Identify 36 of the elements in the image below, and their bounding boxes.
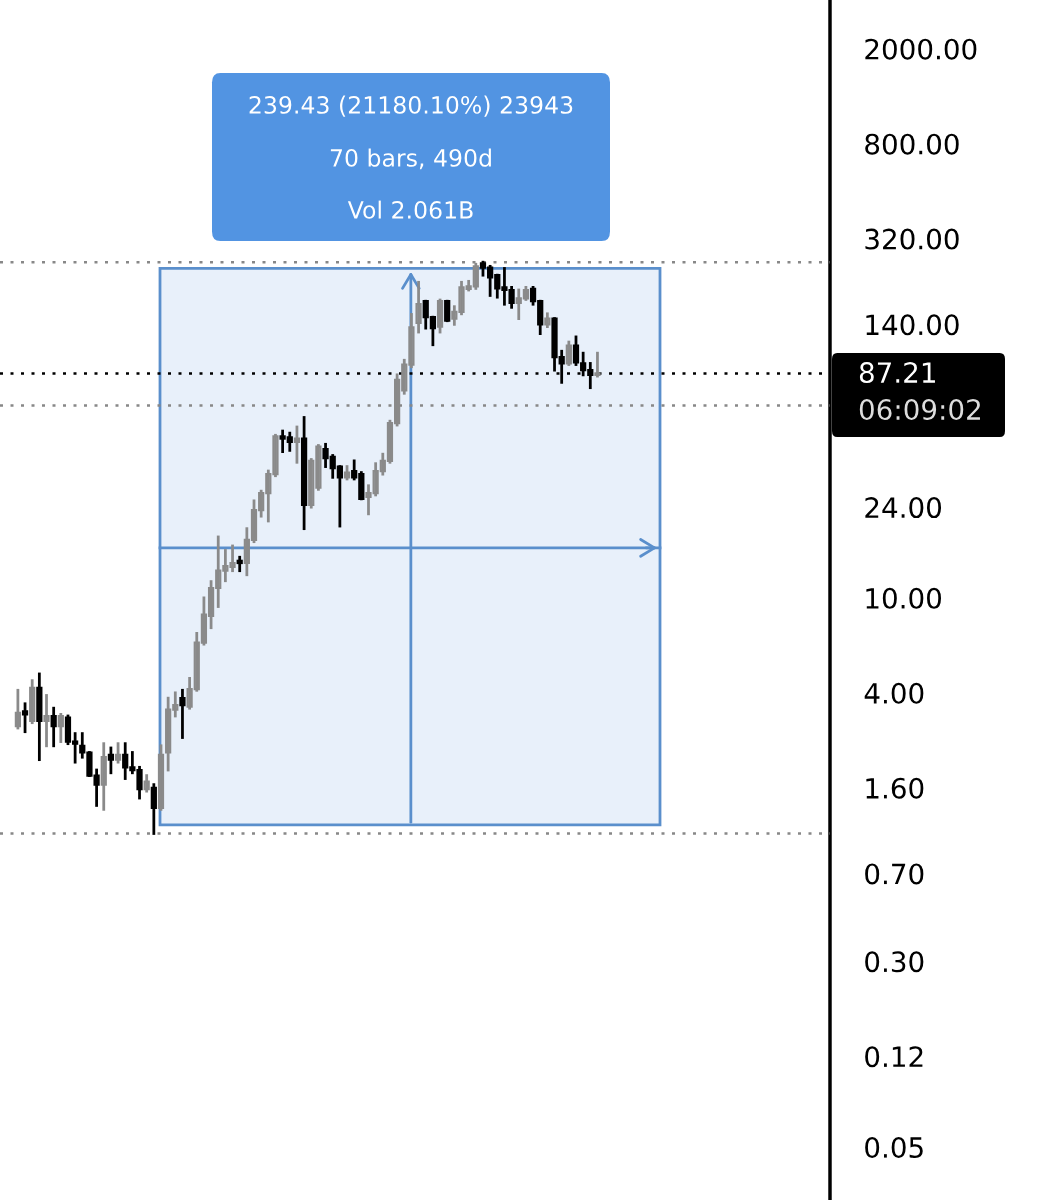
candlestick: [21, 702, 29, 734]
y-tick-label: 0.05: [865, 1136, 923, 1158]
candlestick: [594, 351, 601, 378]
candlestick: [444, 299, 451, 323]
y-tick-label: 0.70: [865, 863, 924, 885]
candlestick: [14, 688, 21, 730]
annotation: Vol 2.061B: [347, 200, 473, 219]
y-tick-label: 140.00: [866, 314, 959, 336]
y-tick-label: 0.30: [865, 951, 924, 973]
y-tick-label: 800.00: [865, 133, 959, 155]
candlestick: [114, 742, 122, 764]
candlestick: [150, 783, 157, 835]
candlestick: [107, 746, 115, 775]
candlestick: [57, 712, 64, 743]
candlestick: [157, 744, 165, 811]
text: 06:09:02: [859, 399, 980, 421]
candlestick: [50, 706, 57, 748]
candlestick: [29, 679, 36, 725]
ref-line-label: 87.21: [859, 362, 935, 384]
y-tick-label: 24.00: [865, 497, 942, 519]
y-tick-label: 4.00: [864, 682, 924, 704]
y-tick-label: 2000.00: [865, 38, 977, 60]
candlestick: [179, 688, 186, 739]
candlestick: [100, 742, 107, 811]
y-tick-label: 320.00: [865, 228, 959, 250]
candlestick: [293, 425, 301, 464]
candlestick: [565, 340, 572, 366]
candlestick: [236, 555, 243, 573]
candlestick: [415, 280, 422, 334]
y-tick-label: 10.00: [866, 587, 942, 609]
y-tick-label: 1.60: [866, 777, 924, 799]
annotation: 239.43 (21180.10%) 23943: [249, 95, 573, 117]
candlestick: [43, 694, 50, 748]
candlestick: [436, 298, 444, 334]
annotation: 70 bars, 490d: [330, 148, 491, 170]
y-tick-label: 0.12: [865, 1046, 923, 1068]
